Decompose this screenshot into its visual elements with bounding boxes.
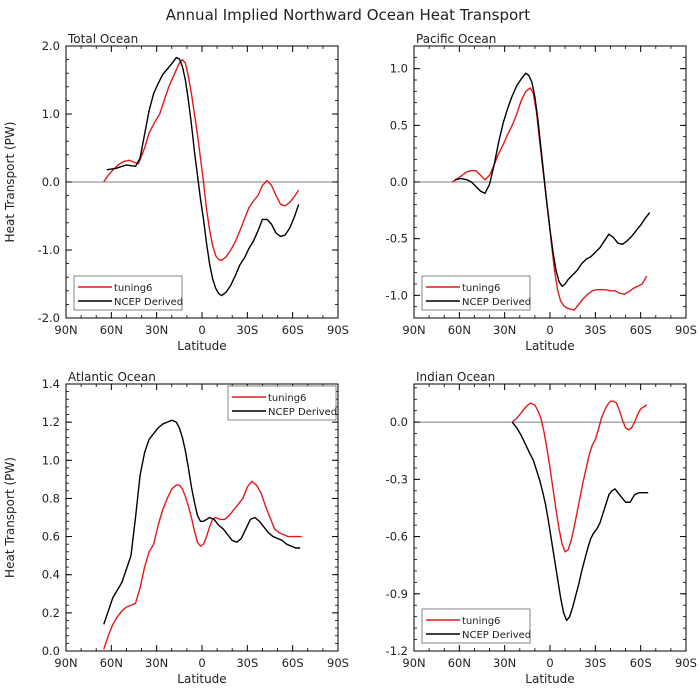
legend: tuning6 NCEP Derived [227,385,337,421]
x-tick-label: 0 [198,656,205,670]
y-tick-label: 0.2 [42,606,60,620]
legend-label: tuning6 [268,393,306,404]
y-tick-label: 1.0 [42,107,60,121]
x-tick-label: 90N [54,323,77,337]
series-line-tuning6 [103,58,300,261]
x-tick-label: 90S [675,656,697,670]
x-axis-title: Latitude [177,672,226,686]
x-tick-label: 60S [630,656,652,670]
x-tick-label: 60S [630,323,652,337]
x-tick-label: 30S [236,323,258,337]
x-tick-label: 60N [100,656,123,670]
y-tick-label: -1.0 [38,243,60,257]
chart-panel-2: 90N 60N 30N 0 30S 60S 90S -1.0 -0.5 0.0 0.5 1.0 Paci… [386,32,697,353]
y-tick-label: 1.0 [390,62,408,76]
x-tick-label: 90N [402,323,425,337]
y-tick-label: 1.2 [42,415,60,429]
x-tick-label: 60S [282,656,304,670]
legend-box [421,275,531,311]
x-tick-label: 30S [236,656,258,670]
x-tick-label: 0 [198,323,205,337]
legend-label: tuning6 [462,616,500,627]
y-tick-label: -1.0 [386,288,408,302]
y-tick-label: -0.5 [386,232,408,246]
x-tick-label: 90S [327,323,349,337]
x-tick-label: 30S [584,323,606,337]
x-axis-title: Latitude [525,339,574,353]
legend-label: NCEP Derived [268,407,337,418]
y-tick-label: 2.0 [42,39,60,53]
y-tick-label: 0.5 [390,118,408,132]
series-line-ncep-derived [103,419,301,625]
x-tick-label: 60N [100,323,123,337]
legend-label: NCEP Derived [462,297,531,308]
legend-box [421,608,531,644]
legend-label: NCEP Derived [114,297,183,308]
legend: tuning6 NCEP Derived [421,275,531,311]
y-tick-label: 0.4 [42,568,60,582]
x-tick-label: 90N [402,656,425,670]
x-tick-label: 60N [448,656,471,670]
legend-label: tuning6 [462,283,500,294]
panel-title: Pacific Ocean [416,32,496,46]
y-tick-label: 0.8 [42,491,60,505]
legend-box [73,275,183,311]
y-tick-label: 0.6 [42,530,60,544]
y-tick-label: -2.0 [38,311,60,325]
chart-panel-4: 90N 60N 30N 0 30S 60S 90S -1.2 -0.9 -0.6 -0.3 0.0 In… [386,370,697,686]
plot-frame [65,383,339,652]
series-line-tuning6 [511,400,648,553]
y-tick-label: -0.6 [386,530,408,544]
x-tick-label: 30S [584,656,606,670]
x-tick-label: 90S [675,323,697,337]
x-tick-label: 30N [145,656,168,670]
y-tick-label: 0.0 [42,175,60,189]
y-tick-label: -0.3 [386,472,408,486]
x-tick-label: 0 [546,656,553,670]
legend-box [227,385,337,421]
series-line-ncep-derived [511,421,649,622]
y-tick-label: 1.4 [42,377,60,391]
x-tick-label: 60S [282,323,304,337]
y-tick-label: 0.0 [390,415,408,429]
y-tick-label: -1.2 [386,644,408,658]
x-tick-label: 90S [327,656,349,670]
x-tick-label: 30N [493,323,516,337]
legend-label: tuning6 [114,283,152,294]
panel-title: Total Ocean [67,32,138,46]
y-axis-title: Heat Transport (PW) [3,122,17,243]
x-tick-label: 0 [546,323,553,337]
x-tick-label: 30N [145,323,168,337]
legend: tuning6 NCEP Derived [73,275,183,311]
series-line-ncep-derived [454,72,651,287]
y-axis-title: Heat Transport (PW) [3,457,17,578]
x-tick-label: 90N [54,656,77,670]
y-tick-label: 1.0 [42,453,60,467]
x-axis-title: Latitude [177,339,226,353]
x-axis-title: Latitude [525,672,574,686]
y-tick-label: 0.0 [390,175,408,189]
panel-title: Atlantic Ocean [68,370,156,384]
y-tick-label: -0.9 [386,587,408,601]
x-tick-label: 60N [448,323,471,337]
chart-panel-3: 90N 60N 30N 0 30S 60S 90S 0.0 0.2 0.4 0.6 0.8 1.0 1.2… [3,370,349,686]
panel-title: Indian Ocean [416,370,495,384]
y-tick-label: 0.0 [42,644,60,658]
legend: tuning6 NCEP Derived [421,608,531,644]
figure-title: Annual Implied Northward Ocean Heat Tran… [166,6,531,24]
x-tick-label: 30N [493,656,516,670]
series-line-ncep-derived [106,56,300,297]
chart-panel-1: 90N 60N 30N 0 30S 60S 90S -2.0 -1.0 0.0 1.0 2.0 Tota… [3,32,349,353]
series-line-tuning6 [103,480,302,650]
legend-label: NCEP Derived [462,630,531,641]
